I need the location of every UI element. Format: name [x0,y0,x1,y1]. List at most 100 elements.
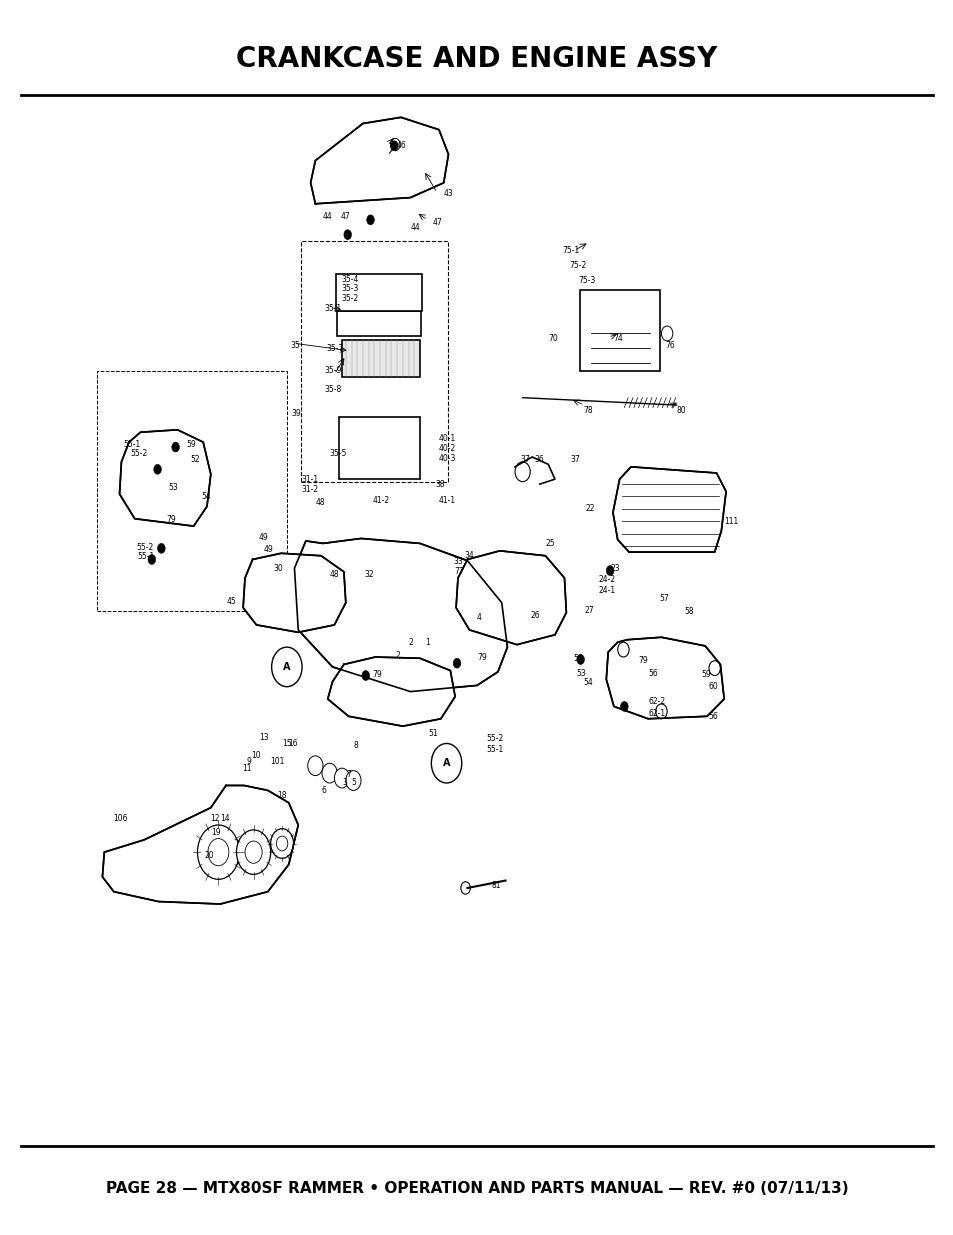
Circle shape [390,138,399,151]
Text: 48: 48 [315,498,325,508]
Text: 35-5: 35-5 [330,448,347,458]
Text: 52: 52 [190,454,199,464]
Text: 46: 46 [395,141,406,151]
Text: 53: 53 [576,668,585,678]
Circle shape [453,658,460,668]
Polygon shape [294,538,507,692]
Text: 77: 77 [454,567,463,577]
Text: 55-1: 55-1 [123,440,140,450]
Text: 33: 33 [453,557,462,567]
Polygon shape [119,430,211,526]
Text: 55-2: 55-2 [486,734,503,743]
Text: 81: 81 [491,881,500,890]
Circle shape [515,462,530,482]
Text: 14: 14 [220,814,230,824]
Circle shape [708,661,720,676]
Text: 62-2: 62-2 [647,697,664,706]
Text: 101: 101 [271,757,285,767]
Circle shape [460,882,470,894]
Text: 47: 47 [432,217,441,227]
Bar [337,311,420,336]
Bar [301,241,448,482]
Text: 30: 30 [274,563,283,573]
Text: 62-1: 62-1 [647,709,664,719]
Text: 51: 51 [428,729,437,739]
Circle shape [619,701,627,711]
Circle shape [366,215,374,225]
Text: 35-3: 35-3 [340,284,358,294]
Polygon shape [243,553,345,632]
Text: 13: 13 [259,732,269,742]
Circle shape [148,555,155,564]
Text: 1: 1 [424,637,429,647]
Circle shape [361,671,369,680]
Text: 57: 57 [659,594,669,604]
Text: 2: 2 [395,651,399,661]
Text: 35-7: 35-7 [327,343,344,353]
Circle shape [276,836,288,851]
Polygon shape [328,657,455,726]
Text: 32: 32 [364,569,374,579]
Text: 23: 23 [610,563,619,573]
Circle shape [322,763,337,783]
Text: 12: 12 [210,814,219,824]
Text: 55-1: 55-1 [137,552,154,562]
Text: 80: 80 [676,405,685,415]
Bar [96,370,287,611]
Text: 45: 45 [227,597,236,606]
Circle shape [172,442,179,452]
Text: 44: 44 [410,222,419,232]
Bar [338,417,419,479]
Text: 37: 37 [570,454,579,464]
Text: 70: 70 [548,333,558,343]
Text: 31-1: 31-1 [301,474,318,484]
Circle shape [431,743,461,783]
Circle shape [335,768,349,788]
Text: 54: 54 [583,678,593,688]
Text: 35-1: 35-1 [325,304,342,314]
Text: 59: 59 [573,653,582,663]
Text: 55-1: 55-1 [486,745,503,755]
Text: 27: 27 [584,605,594,615]
Text: 75-3: 75-3 [578,275,596,285]
Text: 35: 35 [291,341,300,351]
Text: 40-2: 40-2 [438,443,456,453]
Text: 79: 79 [476,652,486,662]
Text: 35-8: 35-8 [325,384,342,394]
Text: 79: 79 [372,669,382,679]
Text: 7: 7 [346,769,352,779]
Polygon shape [613,467,725,552]
Text: 58: 58 [683,606,693,616]
Circle shape [606,566,614,576]
Text: 22: 22 [585,504,595,514]
Polygon shape [102,785,298,904]
Text: 6: 6 [321,785,326,795]
Text: 59: 59 [186,440,195,450]
Circle shape [272,647,302,687]
Text: 47: 47 [340,211,351,221]
Circle shape [345,771,360,790]
Text: 24-2: 24-2 [598,574,616,584]
Text: 76: 76 [664,341,675,351]
Text: 18: 18 [277,790,287,800]
Text: 54: 54 [201,492,211,501]
Text: 3: 3 [341,778,347,788]
Text: 55-2: 55-2 [130,448,147,458]
Polygon shape [606,637,723,719]
Circle shape [245,841,262,863]
Text: 56: 56 [647,668,658,678]
Circle shape [660,326,672,341]
Text: 39: 39 [292,409,301,419]
Text: 106: 106 [112,814,128,824]
Text: 10: 10 [252,751,261,761]
Text: CRANKCASE AND ENGINE ASSY: CRANKCASE AND ENGINE ASSY [236,46,717,73]
Text: 25: 25 [545,538,555,548]
Circle shape [236,830,271,874]
Text: 49: 49 [264,545,274,555]
Text: 48: 48 [330,569,339,579]
Text: 60: 60 [708,682,718,692]
Text: 56: 56 [707,711,717,721]
Text: 35-2: 35-2 [340,294,358,304]
Circle shape [157,543,165,553]
Circle shape [197,825,239,879]
